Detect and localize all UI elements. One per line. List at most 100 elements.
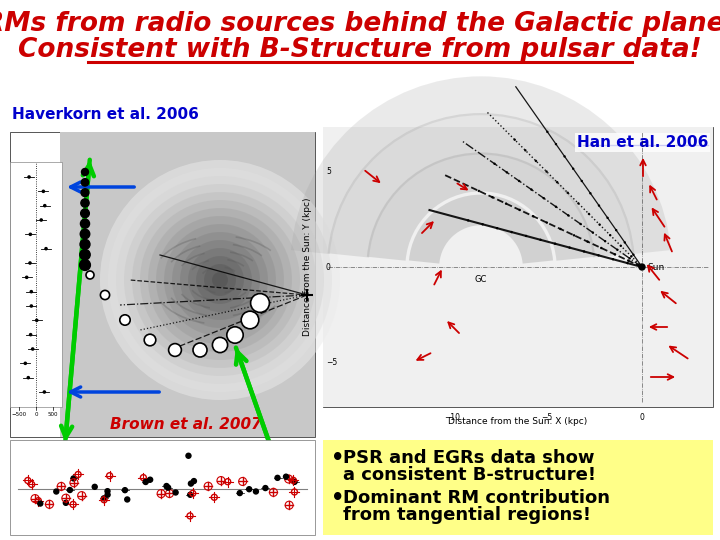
- Text: Haverkorn et al. 2006: Haverkorn et al. 2006: [12, 107, 199, 122]
- Circle shape: [188, 492, 193, 497]
- Circle shape: [530, 188, 533, 191]
- Circle shape: [102, 496, 107, 501]
- Circle shape: [613, 253, 616, 255]
- Circle shape: [166, 485, 171, 490]
- Circle shape: [212, 272, 228, 288]
- Circle shape: [589, 192, 592, 194]
- Text: Sun: Sun: [647, 262, 665, 272]
- Circle shape: [196, 256, 244, 304]
- Circle shape: [143, 480, 148, 484]
- Circle shape: [292, 480, 297, 484]
- Text: PSR and EGRs data show: PSR and EGRs data show: [343, 449, 595, 467]
- Circle shape: [577, 202, 580, 205]
- Circle shape: [620, 245, 622, 247]
- Circle shape: [626, 262, 629, 264]
- Circle shape: [125, 497, 130, 502]
- Circle shape: [81, 168, 89, 176]
- Circle shape: [496, 227, 498, 229]
- Circle shape: [140, 200, 300, 360]
- Circle shape: [116, 176, 324, 384]
- Circle shape: [630, 255, 633, 258]
- Circle shape: [505, 202, 508, 205]
- Circle shape: [513, 139, 516, 141]
- Text: Dominant RM contribution: Dominant RM contribution: [343, 489, 610, 507]
- Text: −5: −5: [541, 413, 552, 422]
- Bar: [323, 440, 713, 535]
- Circle shape: [612, 258, 614, 260]
- Circle shape: [624, 241, 626, 244]
- Circle shape: [156, 216, 284, 344]
- Circle shape: [477, 190, 480, 192]
- Circle shape: [63, 501, 68, 505]
- Text: Han et al. 2006: Han et al. 2006: [577, 135, 708, 150]
- Circle shape: [542, 197, 545, 199]
- Text: Consistent with B-Structure from pulsar data!: Consistent with B-Structure from pulsar …: [18, 37, 702, 63]
- Circle shape: [80, 260, 91, 271]
- Circle shape: [606, 217, 609, 219]
- Circle shape: [30, 304, 33, 308]
- Circle shape: [105, 489, 110, 494]
- Circle shape: [192, 478, 197, 484]
- Circle shape: [71, 476, 76, 481]
- Text: Distance from the Sun: X (kpc): Distance from the Sun: X (kpc): [449, 416, 588, 426]
- Text: 0: 0: [639, 413, 644, 422]
- Text: 500: 500: [48, 412, 58, 417]
- Circle shape: [173, 490, 178, 495]
- Circle shape: [518, 180, 521, 182]
- Circle shape: [25, 275, 29, 279]
- Circle shape: [545, 170, 548, 173]
- Circle shape: [164, 483, 169, 489]
- Circle shape: [186, 453, 191, 458]
- Circle shape: [567, 214, 570, 217]
- Circle shape: [81, 209, 89, 218]
- Text: RMs from radio sources behind the Galactic plane:: RMs from radio sources behind the Galact…: [0, 11, 720, 37]
- Circle shape: [80, 230, 90, 239]
- Circle shape: [284, 474, 289, 479]
- Circle shape: [42, 190, 45, 193]
- Text: −5: −5: [326, 357, 337, 367]
- Circle shape: [193, 343, 207, 357]
- Circle shape: [253, 489, 258, 494]
- Circle shape: [568, 246, 571, 249]
- Circle shape: [539, 239, 541, 241]
- Circle shape: [29, 233, 32, 236]
- Circle shape: [482, 223, 484, 226]
- Bar: [323, 127, 713, 407]
- Circle shape: [81, 189, 89, 197]
- Circle shape: [86, 271, 94, 279]
- Circle shape: [108, 168, 332, 392]
- Circle shape: [35, 319, 39, 322]
- Circle shape: [627, 259, 629, 262]
- Circle shape: [616, 248, 618, 251]
- Circle shape: [524, 149, 526, 152]
- Text: Brown et al. 2007: Brown et al. 2007: [110, 417, 262, 432]
- Circle shape: [525, 235, 527, 237]
- Circle shape: [588, 213, 590, 215]
- Circle shape: [120, 315, 130, 325]
- Circle shape: [204, 264, 236, 296]
- Circle shape: [172, 232, 268, 328]
- Text: Distance from the Sun: Y (kpc): Distance from the Sun: Y (kpc): [304, 198, 312, 336]
- Circle shape: [505, 171, 508, 173]
- Text: GC: GC: [474, 275, 487, 284]
- Circle shape: [42, 390, 46, 394]
- Circle shape: [580, 223, 582, 225]
- Circle shape: [81, 179, 89, 186]
- Circle shape: [180, 240, 260, 320]
- Circle shape: [580, 180, 583, 182]
- Bar: [60, 132, 315, 437]
- Circle shape: [573, 234, 575, 237]
- Text: −10: −10: [444, 413, 460, 422]
- Circle shape: [598, 254, 600, 256]
- Text: from tangential regions!: from tangential regions!: [343, 506, 591, 524]
- Circle shape: [510, 231, 513, 233]
- Circle shape: [518, 209, 521, 211]
- Bar: [10, 440, 315, 535]
- Text: 5: 5: [326, 167, 331, 177]
- Circle shape: [632, 253, 634, 256]
- Circle shape: [212, 338, 228, 353]
- Circle shape: [148, 208, 292, 352]
- Circle shape: [251, 294, 269, 313]
- Circle shape: [467, 219, 469, 221]
- Circle shape: [124, 184, 316, 376]
